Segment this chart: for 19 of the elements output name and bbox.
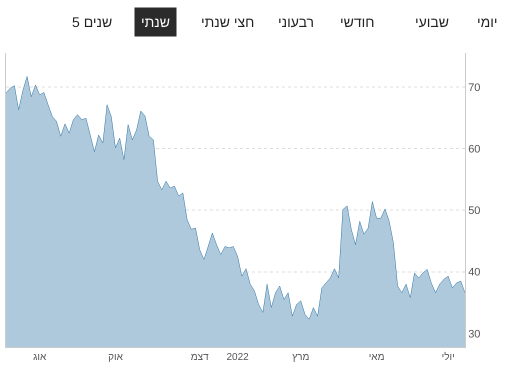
y-tick-label: 30 (468, 328, 480, 340)
x-tick-label: דצמ (190, 352, 210, 363)
y-tick-label: 50 (468, 205, 480, 218)
text: חודשי (340, 14, 374, 30)
text: רבעוני (278, 14, 314, 30)
text: שנתי (141, 14, 170, 30)
x-tick-label: 2022 (226, 352, 250, 363)
y-tick-label: 60 (468, 143, 480, 156)
text: יומי (477, 14, 498, 30)
x-tick-label: אוק (108, 352, 124, 363)
y-tick-label: 40 (468, 266, 480, 279)
text: 5 שנים (72, 14, 112, 30)
x-tick-label: מאי (368, 352, 385, 363)
text: שבועי (415, 14, 450, 30)
x-tick-label: אוג (33, 352, 47, 363)
x-tick-label: מרץ (292, 352, 310, 363)
x-tick-label: יולי (442, 351, 455, 363)
text: חצי שנתי (201, 14, 254, 30)
y-tick-label: 70 (468, 82, 480, 94)
